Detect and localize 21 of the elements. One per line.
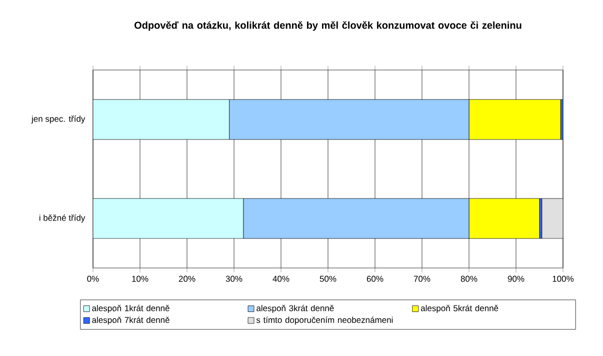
legend-label: alespoň 7krát denně [92, 316, 170, 325]
legend-label: alespoň 1krát denně [92, 304, 170, 313]
y-tick-label: jen spec. třídy [31, 115, 86, 124]
x-tick-label: 100% [552, 276, 574, 282]
x-tick-label: 10% [132, 276, 148, 282]
x-tick-label: 50% [320, 276, 336, 282]
x-tick-label: 60% [366, 276, 384, 282]
bar [93, 198, 244, 239]
x-tick-label: 30% [226, 276, 242, 282]
x-tick-label: 0% [87, 276, 99, 282]
x-tick-label: 70% [414, 276, 430, 282]
x-tick-label: 80% [460, 276, 478, 282]
chart-title: Odpověď na otázku, kolikrát denně by měl člověk konzumovat ovoce či zeleninu [134, 21, 522, 31]
legend-label: alespoň 5krát denně [420, 304, 498, 313]
x-tick-label: 20% [178, 276, 196, 282]
x-tick-label: 90% [508, 276, 524, 282]
legend-label: s tímto doporučením neobeznámeni [256, 316, 393, 325]
legend-label: alespoň 3krát denně [256, 304, 334, 313]
x-tick-label: 40% [272, 276, 290, 282]
y-tick-label: i běžné třídy [39, 214, 86, 222]
bar [93, 99, 230, 140]
